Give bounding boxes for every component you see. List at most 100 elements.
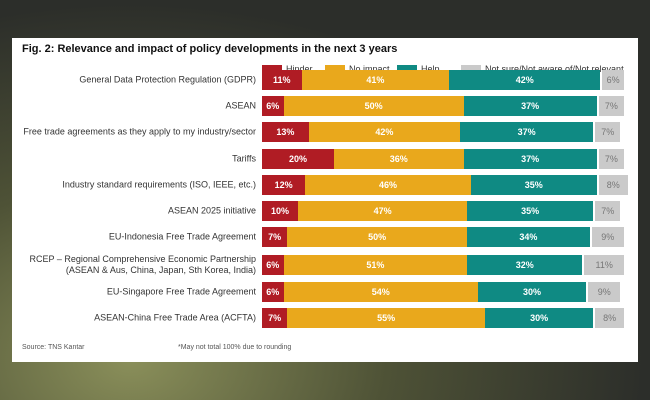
bar-segment <box>308 122 460 143</box>
bar-segment <box>283 255 468 276</box>
value-label: 30% <box>530 312 549 323</box>
value-label: 8% <box>606 179 620 190</box>
value-label: 50% <box>364 101 383 112</box>
value-label: 37% <box>521 153 540 164</box>
category-label: Industry standard requirements (ISO, IEE… <box>62 179 256 190</box>
bar-segment <box>305 174 471 195</box>
source: Source: TNS Kantar <box>22 344 85 351</box>
value-label: 7% <box>601 206 615 216</box>
bar-segment <box>283 96 464 117</box>
value-label: 12% <box>274 179 293 190</box>
bar-segment <box>334 148 464 169</box>
value-label: 8% <box>603 312 617 323</box>
bar-segment <box>467 201 594 221</box>
bar-segment <box>591 227 624 248</box>
category-label: General Data Protection Regulation (GDPR… <box>79 74 256 85</box>
value-label: 42% <box>375 127 394 138</box>
category-label: EU-Singapore Free Trade Agreement <box>106 286 256 297</box>
category-label: ASEAN 2025 initiative <box>167 205 256 216</box>
value-label: 54% <box>371 286 390 297</box>
value-label: 41% <box>366 75 385 85</box>
value-label: 37% <box>517 127 536 138</box>
value-label: 7% <box>268 232 282 243</box>
value-label: 35% <box>524 179 543 190</box>
value-label: 30% <box>522 286 541 297</box>
value-label: 13% <box>276 127 295 138</box>
value-label: 20% <box>288 153 307 164</box>
legend-label: Help <box>421 64 440 74</box>
value-label: 11% <box>273 75 291 85</box>
value-label: 6% <box>266 286 280 297</box>
value-label: 46% <box>378 179 397 190</box>
bar-segment <box>463 96 597 117</box>
chart-title: Fig. 2: Relevance and impact of policy d… <box>22 43 398 55</box>
value-label: 9% <box>597 286 611 297</box>
bar-segment <box>460 122 594 143</box>
legend-label: Hinder <box>286 64 313 74</box>
value-label: 34% <box>519 232 538 243</box>
bar-segment <box>262 281 284 302</box>
bar-segment <box>602 70 624 90</box>
bar-segment <box>262 70 302 90</box>
bar-segment <box>588 281 621 302</box>
value-label: 7% <box>268 312 282 323</box>
bar-segment <box>262 174 306 195</box>
legend-label: No impact <box>349 64 390 74</box>
value-label: 6% <box>266 260 280 271</box>
bar-segment <box>470 174 597 195</box>
category-label: ASEAN <box>225 100 256 111</box>
legend-swatch <box>461 65 481 74</box>
bar-segment <box>584 255 624 276</box>
category-label: ASEAN-China Free Trade Area (ACFTA) <box>94 312 256 323</box>
value-label: 51% <box>366 260 385 271</box>
bar-segment <box>262 96 284 117</box>
bar-segment <box>287 227 468 248</box>
value-label: 9% <box>601 232 615 243</box>
bar-segment <box>595 122 621 143</box>
bar-segment <box>598 174 628 195</box>
bar-segment <box>262 122 309 143</box>
value-label: 50% <box>368 232 387 243</box>
bar-segment <box>301 70 450 90</box>
category-label: RCEP – Regional Comprehensive Economic P… <box>29 254 256 276</box>
bar-segment <box>595 201 621 221</box>
bar-segment <box>283 281 478 302</box>
bar-segment <box>262 307 288 328</box>
value-label: 7% <box>601 127 615 138</box>
value-label: 7% <box>604 101 618 112</box>
category-label: Tariffs <box>232 153 256 164</box>
value-label: 55% <box>377 312 396 323</box>
bar-segment <box>298 201 468 221</box>
bar-segment <box>467 227 590 248</box>
note: *May not total 100% due to rounding <box>178 344 292 351</box>
value-label: 10% <box>270 206 289 216</box>
bar-segment <box>262 148 334 169</box>
category-label: EU-Indonesia Free Trade Agreement <box>108 231 256 242</box>
value-label: 47% <box>373 206 392 216</box>
bar-segment <box>485 307 594 328</box>
value-label: 35% <box>521 206 540 216</box>
chart-card: Fig. 2: Relevance and impact of policy d… <box>12 38 638 362</box>
legend-swatch <box>325 65 345 74</box>
value-label: 7% <box>604 153 618 164</box>
bar-segment <box>467 255 583 276</box>
value-label: 42% <box>515 75 534 85</box>
bar-segment <box>287 307 486 328</box>
bar-segment <box>478 281 586 302</box>
category-label: Free trade agreements as they apply to m… <box>23 126 256 137</box>
bar-segment <box>262 227 288 248</box>
value-label: 11% <box>595 260 613 271</box>
bar-segment <box>449 70 601 90</box>
bar-segment <box>598 96 624 117</box>
legend-label: Not sure/Not aware of/Not relevant <box>485 64 624 74</box>
bar-segment <box>463 148 597 169</box>
legend-swatch <box>262 65 282 74</box>
bar-segment <box>262 255 284 276</box>
value-label: 32% <box>515 260 534 271</box>
value-label: 6% <box>266 101 280 112</box>
bar-segment <box>598 148 624 169</box>
legend-swatch <box>397 65 417 74</box>
bar-segment <box>595 307 624 328</box>
value-label: 6% <box>606 75 620 85</box>
